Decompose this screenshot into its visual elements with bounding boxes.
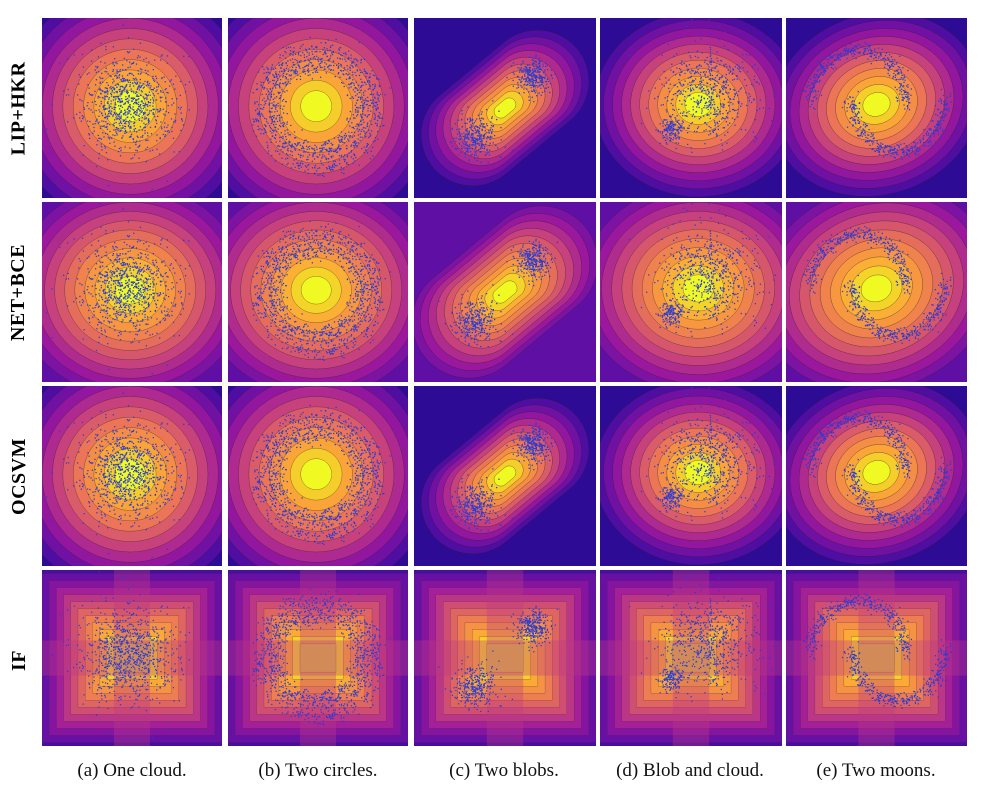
contour-plot: [786, 18, 967, 198]
data-points: [802, 225, 952, 344]
contour-plot: [786, 386, 967, 566]
data-points: [438, 238, 559, 348]
caption-blob-and-cloud: (d) Blob and cloud.: [616, 760, 764, 781]
row-label-lip-hkr: LIP+HKR: [7, 61, 30, 155]
row-label-ocsvm: OCSVM: [7, 437, 30, 515]
data-points: [628, 387, 776, 521]
panel-ocsvm-two-circles: [228, 386, 408, 566]
contour-plot: [600, 570, 782, 746]
caption-one-cloud: (a) One cloud.: [77, 760, 187, 781]
panel-lip-hkr-one-cloud: [42, 18, 222, 198]
caption-two-moons: (e) Two moons.: [816, 760, 936, 781]
panel-lip-hkr-two-circles: [228, 18, 408, 198]
panel-lip-hkr-blob-and-cloud: [600, 18, 782, 198]
data-points: [628, 203, 776, 337]
data-points: [802, 593, 952, 709]
data-points: [252, 36, 391, 178]
panel-lip-hkr-two-moons: [786, 18, 967, 198]
panel-net-bce-one-cloud: [42, 202, 222, 382]
contour-plot: [414, 386, 596, 566]
panel-if-two-circles: [228, 570, 408, 746]
data-points: [628, 571, 776, 702]
contour-plot: [42, 18, 222, 198]
caption-two-blobs: (c) Two blobs.: [449, 760, 559, 781]
panel-net-bce-two-blobs: [414, 202, 596, 382]
contour-plot: [600, 386, 782, 566]
data-points: [46, 571, 191, 739]
contour-plot: [786, 570, 967, 746]
data-points: [438, 54, 559, 164]
data-points: [252, 220, 391, 362]
contour-plot: [228, 386, 408, 566]
panel-if-two-blobs: [414, 570, 596, 746]
data-points: [252, 404, 391, 546]
contour-plot: [42, 386, 222, 566]
data-points: [628, 19, 776, 153]
data-points: [46, 203, 191, 375]
contour-plot: [414, 570, 596, 746]
data-points: [252, 588, 391, 726]
contour-plot: [42, 570, 222, 746]
panel-if-one-cloud: [42, 570, 222, 746]
panel-if-two-moons: [786, 570, 967, 746]
row-label-if: IF: [7, 649, 30, 671]
contour-plot: [42, 202, 222, 382]
panel-ocsvm-blob-and-cloud: [600, 386, 782, 566]
panel-ocsvm-two-blobs: [414, 386, 596, 566]
row-label-net-bce: NET+BCE: [7, 243, 30, 341]
caption-two-circles: (b) Two circles.: [258, 760, 378, 781]
contour-plot: [228, 202, 408, 382]
panel-if-blob-and-cloud: [600, 570, 782, 746]
panel-ocsvm-two-moons: [786, 386, 967, 566]
data-points: [802, 41, 952, 160]
contour-plot: [228, 18, 408, 198]
data-points: [802, 409, 952, 528]
contour-plot: [414, 202, 596, 382]
panel-lip-hkr-two-blobs: [414, 18, 596, 198]
data-points: [46, 19, 191, 191]
panel-ocsvm-one-cloud: [42, 386, 222, 566]
data-points: [438, 422, 559, 532]
data-points: [438, 605, 559, 712]
panel-net-bce-blob-and-cloud: [600, 202, 782, 382]
contour-plot: [414, 18, 596, 198]
contour-plot: [228, 570, 408, 746]
panel-net-bce-two-circles: [228, 202, 408, 382]
panel-net-bce-two-moons: [786, 202, 967, 382]
contour-plot: [600, 18, 782, 198]
contour-plot: [786, 202, 967, 382]
contour-plot: [600, 202, 782, 382]
data-points: [46, 387, 191, 559]
